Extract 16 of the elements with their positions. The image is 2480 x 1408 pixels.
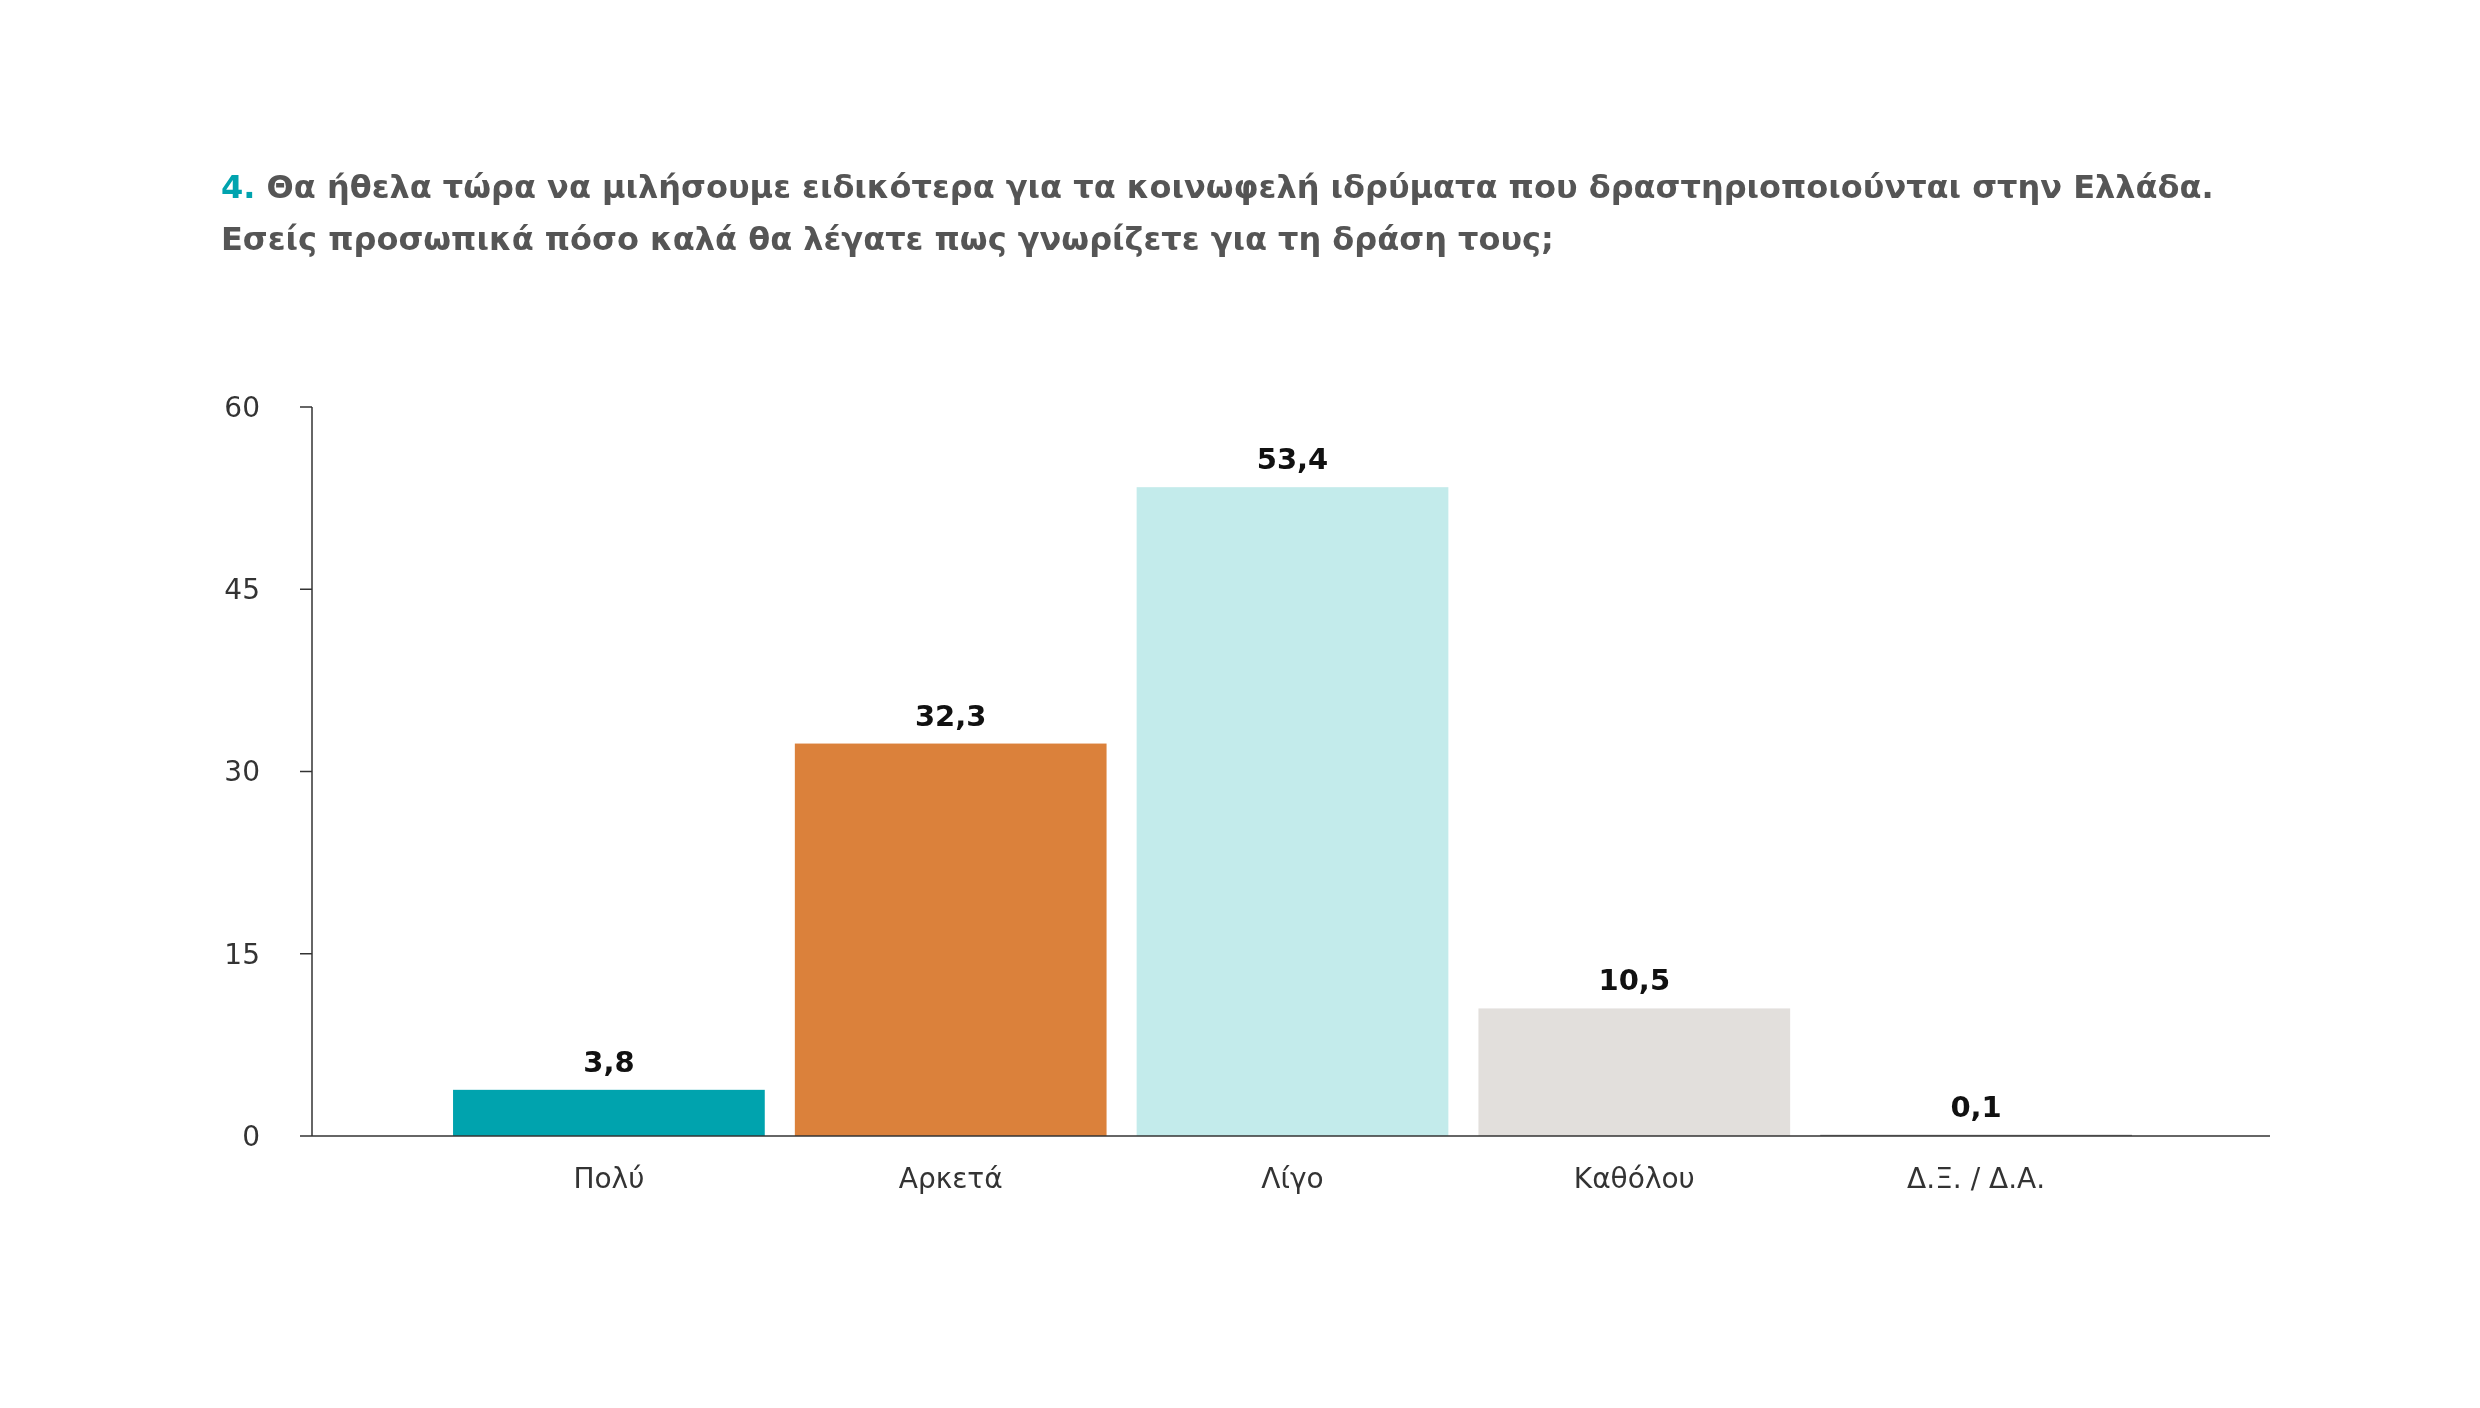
x-tick-label: Αρκετά	[898, 1162, 1003, 1195]
x-tick-label: Πολύ	[573, 1162, 645, 1195]
data-label: 0,1	[1950, 1089, 2002, 1124]
y-tick-label: 45	[224, 573, 260, 607]
x-tick-label: Λίγο	[1261, 1162, 1324, 1195]
x-tick-label: Καθόλου	[1573, 1162, 1695, 1195]
x-tick-label: Δ.Ξ. / Δ.Α.	[1907, 1162, 2046, 1195]
chart-title: 4. Θα ήθελα τώρα να μιλήσουμε ειδικότερα για τα κοινωφελή ιδρύματα που δραστηριοποιούνται στην Ελλάδα. Εσείς προσωπικά πόσο καλά θα λέγατε πως γνωρίζετε για τη δράση τους;	[221, 168, 2214, 258]
data-label: 3,8	[583, 1044, 635, 1079]
y-tick-label: 60	[224, 390, 260, 424]
data-label: 32,3	[914, 698, 987, 733]
data-label: 10,5	[1598, 963, 1671, 998]
y-tick-label: 30	[224, 755, 260, 789]
y-tick-label: 15	[224, 937, 260, 971]
y-tick-label: 0	[242, 1119, 260, 1153]
data-label: 53,4	[1256, 442, 1329, 477]
